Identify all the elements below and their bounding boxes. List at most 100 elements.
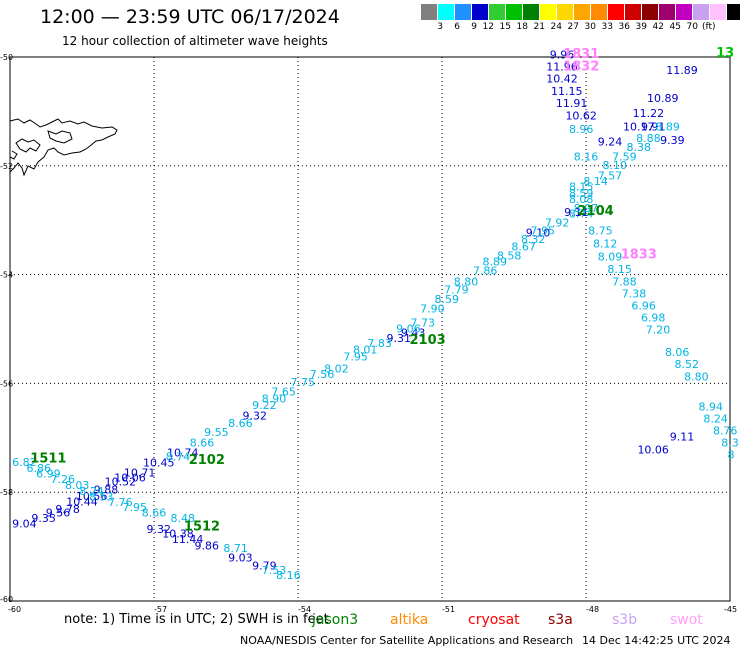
wave-height-point: 7.56 — [310, 368, 335, 381]
wave-height-point: 9.06 — [396, 322, 421, 335]
wave-height-point: 8.24 — [703, 413, 728, 426]
pass-time-label: 2103 — [410, 333, 446, 348]
wave-height-point: 10.06 — [637, 444, 669, 457]
wave-height-point: 6.82 — [12, 456, 37, 469]
wave-height-point: 9.96 — [550, 49, 575, 62]
wave-height-point: 7.95 — [123, 501, 148, 514]
wave-height-point: 8.80 — [684, 371, 709, 384]
wave-height-point: 7.92 — [545, 217, 570, 230]
legend-label: 27 — [567, 22, 579, 32]
wave-height-point: 11.89 — [666, 64, 698, 77]
wave-height-point: 8.80 — [454, 275, 479, 288]
falkland-islands-coastline — [9, 118, 118, 177]
legend-label: 45 — [669, 22, 681, 32]
wave-height-point: 7.26 — [51, 473, 76, 486]
wave-height-point: 8.74 — [166, 451, 191, 464]
wave-height-point: 7.53 — [262, 564, 287, 577]
color-legend-labels: 3 6 9 12 15 18 21 24 27 30 33 36 39 42 45 70 (ft) — [421, 22, 726, 32]
wave-height-point: 7.65 — [271, 385, 296, 398]
satellite-s3b: s3b — [612, 612, 638, 628]
wave-height-point: 7.20 — [646, 323, 671, 336]
wave-height-point: 9.35 — [31, 512, 56, 525]
x-tick-label: -57 — [154, 605, 167, 614]
wave-height-point: 9.04 — [12, 518, 37, 531]
wave-height-point: 8.01 — [353, 343, 378, 356]
wave-height-point: 8.71 — [223, 542, 248, 555]
wave-height-point: 8.89 — [483, 255, 508, 268]
legend-label: (ft) — [702, 22, 716, 32]
legend-swatch — [574, 4, 591, 20]
wave-height-point: 8.3 — [721, 437, 739, 450]
wave-height-point: 8.66 — [228, 417, 253, 430]
wave-height-point: 9.56 — [46, 507, 71, 520]
wave-height-point: 8.08 — [569, 193, 594, 206]
wave-height-point: 7.75 — [291, 376, 316, 389]
legend-swatch — [591, 4, 608, 20]
wave-height-point: 8.74 — [569, 207, 594, 220]
page-title: 12:00 — 23:59 UTC 06/17/2024 — [40, 6, 340, 28]
wave-height-point: 8.96 — [569, 123, 594, 136]
satellite-altika: altika — [390, 612, 429, 628]
wave-height-point: 8.38 — [627, 141, 652, 154]
wave-height-point: 11.15 — [551, 85, 583, 98]
wave-height-point: 8 — [727, 448, 734, 461]
wave-height-point: 8.06 — [665, 346, 690, 359]
legend-swatch — [540, 4, 557, 20]
wave-height-point: 8.89 — [655, 120, 680, 133]
timestamp: 14 Dec 14:42:25 UTC 2024 — [582, 634, 731, 647]
wave-height-point: 11.22 — [633, 107, 665, 120]
wave-height-point: 8.52 — [675, 358, 700, 371]
wave-height-point: 8.16 — [276, 569, 301, 582]
credit-line: NOAA/NESDIS Center for Satellite Applica… — [240, 634, 574, 647]
wave-height-point: 9.32 — [243, 409, 268, 422]
legend-label: 6 — [454, 22, 460, 32]
wave-height-point: 9.78 — [55, 503, 80, 516]
footer-note: note: 1) Time is in UTC; 2) SWH is in fe… — [64, 612, 329, 627]
pass-time-label: 1831 — [563, 47, 599, 62]
wave-height-point: 8.66 — [190, 437, 215, 450]
pass-time-label: 13 — [716, 46, 734, 61]
wave-height-point: 9.31 — [387, 332, 412, 345]
wave-height-point: 7.38 — [622, 287, 647, 300]
legend-swatch — [693, 4, 710, 20]
x-tick-label: -54 — [298, 605, 311, 614]
x-tick-label: -45 — [724, 605, 737, 614]
legend-swatch — [421, 4, 438, 20]
legend-label: 39 — [635, 22, 647, 32]
wave-height-point: 7.79 — [444, 284, 469, 297]
legend-swatch — [710, 4, 727, 20]
legend-label: 30 — [584, 22, 596, 32]
legend-swatch — [523, 4, 540, 20]
wave-height-point: 9.11 — [670, 431, 695, 444]
wave-height-point: 8.90 — [262, 392, 287, 405]
wave-height-point: 11.44 — [172, 533, 204, 546]
wave-height-point: 8.75 — [588, 224, 613, 237]
legend-swatch — [642, 4, 659, 20]
gridlines — [10, 57, 730, 601]
legend-swatch — [608, 4, 625, 20]
legend-label: 21 — [533, 22, 545, 32]
wave-height-point: 8.66 — [142, 507, 167, 520]
wave-height-point: 10.44 — [66, 495, 98, 508]
pass-time-label: 1833 — [621, 247, 657, 262]
satellite-jason3: jason3 — [312, 612, 359, 628]
wave-height-point: 8.67 — [511, 241, 536, 254]
wave-height-point: 8.10 — [603, 159, 628, 172]
wave-height-point: 8.53 — [89, 490, 114, 503]
wave-height-point: 8.15 — [607, 263, 632, 276]
wave-height-point: 10.74 — [167, 446, 199, 459]
wave-height-point: 8.97 — [574, 202, 599, 215]
wave-height-point: 9.39 — [660, 134, 685, 147]
wave-height-point: 8.58 — [497, 249, 522, 262]
wave-height-point: 7.86 — [473, 265, 498, 278]
wave-height-point: 9.43 — [401, 327, 426, 340]
wave-height-point: 9.03 — [228, 551, 253, 564]
wave-height-point: 10.17 — [623, 120, 655, 133]
legend-label: 70 — [686, 22, 698, 32]
wave-height-point: 8.09 — [598, 250, 623, 263]
wave-height-point: 8.02 — [324, 363, 349, 376]
legend-swatch — [506, 4, 523, 20]
wave-height-point: 10.62 — [565, 110, 597, 123]
wave-height-point: 7.95 — [531, 224, 556, 237]
